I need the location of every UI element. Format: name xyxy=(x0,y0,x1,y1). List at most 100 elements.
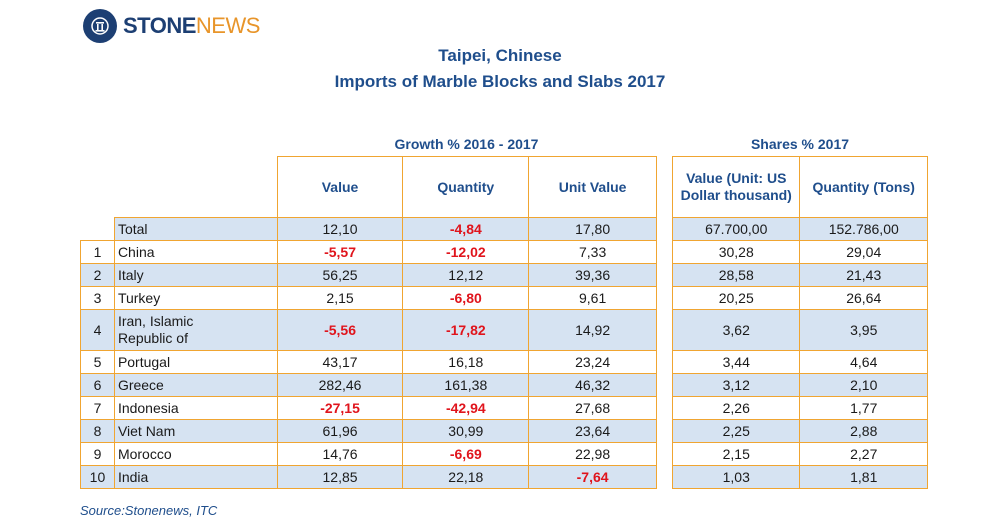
cell-value: 61,96 xyxy=(276,419,404,443)
cell-share-quantity: 1,81 xyxy=(799,465,928,489)
cell-quantity: 12,12 xyxy=(402,263,530,287)
row-rank: 9 xyxy=(80,442,115,466)
row-name: Turkey xyxy=(113,286,278,310)
cell-unit-value: 39,36 xyxy=(528,263,657,287)
cell-share-quantity: 152.786,00 xyxy=(799,217,928,241)
stonenews-logo: STONENEWS xyxy=(83,9,260,43)
cell-unit-value: 17,80 xyxy=(528,217,657,241)
table-row: 2,25 2,88 xyxy=(671,419,928,443)
title-line2: Imports of Marble Blocks and Slabs 2017 xyxy=(334,72,666,91)
source-note: Source:Stonenews, ITC xyxy=(80,503,218,518)
table-row: 3 Turkey 2,15 -6,80 9,61 xyxy=(80,286,657,310)
row-rank: 7 xyxy=(80,396,115,420)
cell-share-value: 20,25 xyxy=(671,286,801,310)
cell-unit-value: 27,68 xyxy=(528,396,657,420)
cell-unit-value: 7,33 xyxy=(528,240,657,264)
table-row: 20,25 26,64 xyxy=(671,286,928,310)
cell-quantity: -42,94 xyxy=(402,396,530,420)
cell-value: -5,56 xyxy=(276,309,404,351)
row-name: Greece xyxy=(113,373,278,397)
cell-share-value: 3,62 xyxy=(671,309,801,351)
cell-share-value: 30,28 xyxy=(671,240,801,264)
growth-table: Value Quantity Unit Value Total 12,10 -4… xyxy=(80,156,657,489)
row-rank: 4 xyxy=(80,309,115,351)
cell-quantity: -12,02 xyxy=(402,240,530,264)
table-row: 2 Italy 56,25 12,12 39,36 xyxy=(80,263,657,287)
cell-quantity: -17,82 xyxy=(402,309,530,351)
cell-share-value: 2,15 xyxy=(671,442,801,466)
row-name: Iran, Islamic Republic of xyxy=(113,309,278,351)
table-row-total: Total 12,10 -4,84 17,80 xyxy=(80,217,657,241)
row-name-line2: Republic of xyxy=(117,330,188,346)
table-row: 3,12 2,10 xyxy=(671,373,928,397)
col-header-quantity: Quantity xyxy=(402,156,530,218)
cell-unit-value: 46,32 xyxy=(528,373,657,397)
cell-share-quantity: 2,88 xyxy=(799,419,928,443)
row-name: Portugal xyxy=(113,350,278,374)
cell-quantity: 22,18 xyxy=(402,465,530,489)
cell-quantity: 161,38 xyxy=(402,373,530,397)
cell-value: 12,85 xyxy=(276,465,404,489)
column-icon xyxy=(83,9,117,43)
cell-quantity: -4,84 xyxy=(402,217,530,241)
row-name: Morocco xyxy=(113,442,278,466)
table-row: 1,03 1,81 xyxy=(671,465,928,489)
shares-header: Shares % 2017 xyxy=(750,136,850,152)
col-header-share-value: Value (Unit: US Dollar thousand) xyxy=(671,156,801,218)
cell-value: -27,15 xyxy=(276,396,404,420)
cell-share-quantity: 4,64 xyxy=(799,350,928,374)
cell-quantity: 16,18 xyxy=(402,350,530,374)
row-rank: 5 xyxy=(80,350,115,374)
row-name: Italy xyxy=(113,263,278,287)
table-row: 2,15 2,27 xyxy=(671,442,928,466)
row-name-line1: Iran, Islamic xyxy=(117,313,194,329)
row-rank: 1 xyxy=(80,240,115,264)
cell-unit-value: 23,64 xyxy=(528,419,657,443)
cell-share-quantity: 2,27 xyxy=(799,442,928,466)
col-header-value: Value xyxy=(276,156,404,218)
table-row: 9 Morocco 14,76 -6,69 22,98 xyxy=(80,442,657,466)
row-rank: 6 xyxy=(80,373,115,397)
cell-share-quantity: 2,10 xyxy=(799,373,928,397)
row-rank: 2 xyxy=(80,263,115,287)
cell-share-value: 67.700,00 xyxy=(671,217,801,241)
cell-unit-value: 23,24 xyxy=(528,350,657,374)
shares-table: Value (Unit: US Dollar thousand) Quantit… xyxy=(671,156,928,489)
cell-share-value: 1,03 xyxy=(671,465,801,489)
cell-unit-value: 22,98 xyxy=(528,442,657,466)
cell-value: 56,25 xyxy=(276,263,404,287)
cell-value: 14,76 xyxy=(276,442,404,466)
cell-share-quantity: 1,77 xyxy=(799,396,928,420)
table-row: 1 China -5,57 -12,02 7,33 xyxy=(80,240,657,264)
cell-value: 2,15 xyxy=(276,286,404,310)
cell-quantity: -6,69 xyxy=(402,442,530,466)
cell-share-quantity: 29,04 xyxy=(799,240,928,264)
table-row: 7 Indonesia -27,15 -42,94 27,68 xyxy=(80,396,657,420)
cell-share-value: 28,58 xyxy=(671,263,801,287)
table-row: 2,26 1,77 xyxy=(671,396,928,420)
cell-share-value: 3,12 xyxy=(671,373,801,397)
cell-share-value: 2,25 xyxy=(671,419,801,443)
logo-news-text: NEWS xyxy=(195,13,261,38)
row-name: Total xyxy=(113,217,278,241)
row-rank: 3 xyxy=(80,286,115,310)
row-name: Indonesia xyxy=(113,396,278,420)
row-rank: 10 xyxy=(80,465,115,489)
table-row-total: 67.700,00 152.786,00 xyxy=(671,217,928,241)
cell-unit-value: -7,64 xyxy=(528,465,657,489)
table-row: 4 Iran, Islamic Republic of -5,56 -17,82… xyxy=(80,309,657,351)
cell-share-quantity: 3,95 xyxy=(799,309,928,351)
table-row: 8 Viet Nam 61,96 30,99 23,64 xyxy=(80,419,657,443)
col-header-share-quantity: Quantity (Tons) xyxy=(799,156,928,218)
cell-value: 12,10 xyxy=(276,217,404,241)
row-name: China xyxy=(113,240,278,264)
cell-quantity: -6,80 xyxy=(402,286,530,310)
growth-header: Growth % 2016 - 2017 xyxy=(394,136,539,152)
table-row: 6 Greece 282,46 161,38 46,32 xyxy=(80,373,657,397)
cell-share-value: 3,44 xyxy=(671,350,801,374)
cell-quantity: 30,99 xyxy=(402,419,530,443)
row-name: India xyxy=(113,465,278,489)
table-row: 3,62 3,95 xyxy=(671,309,928,351)
cell-unit-value: 9,61 xyxy=(528,286,657,310)
cell-share-value: 2,26 xyxy=(671,396,801,420)
